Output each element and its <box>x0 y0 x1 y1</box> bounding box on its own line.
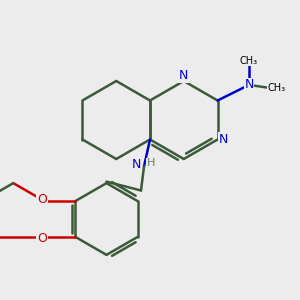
Text: H: H <box>146 158 155 169</box>
Text: O: O <box>37 232 47 245</box>
Text: CH₃: CH₃ <box>240 56 258 66</box>
Text: N: N <box>218 133 228 146</box>
Text: N: N <box>179 69 188 82</box>
Text: O: O <box>37 193 47 206</box>
Text: N: N <box>132 158 141 172</box>
Text: CH₃: CH₃ <box>268 83 286 93</box>
Text: N: N <box>244 78 254 92</box>
